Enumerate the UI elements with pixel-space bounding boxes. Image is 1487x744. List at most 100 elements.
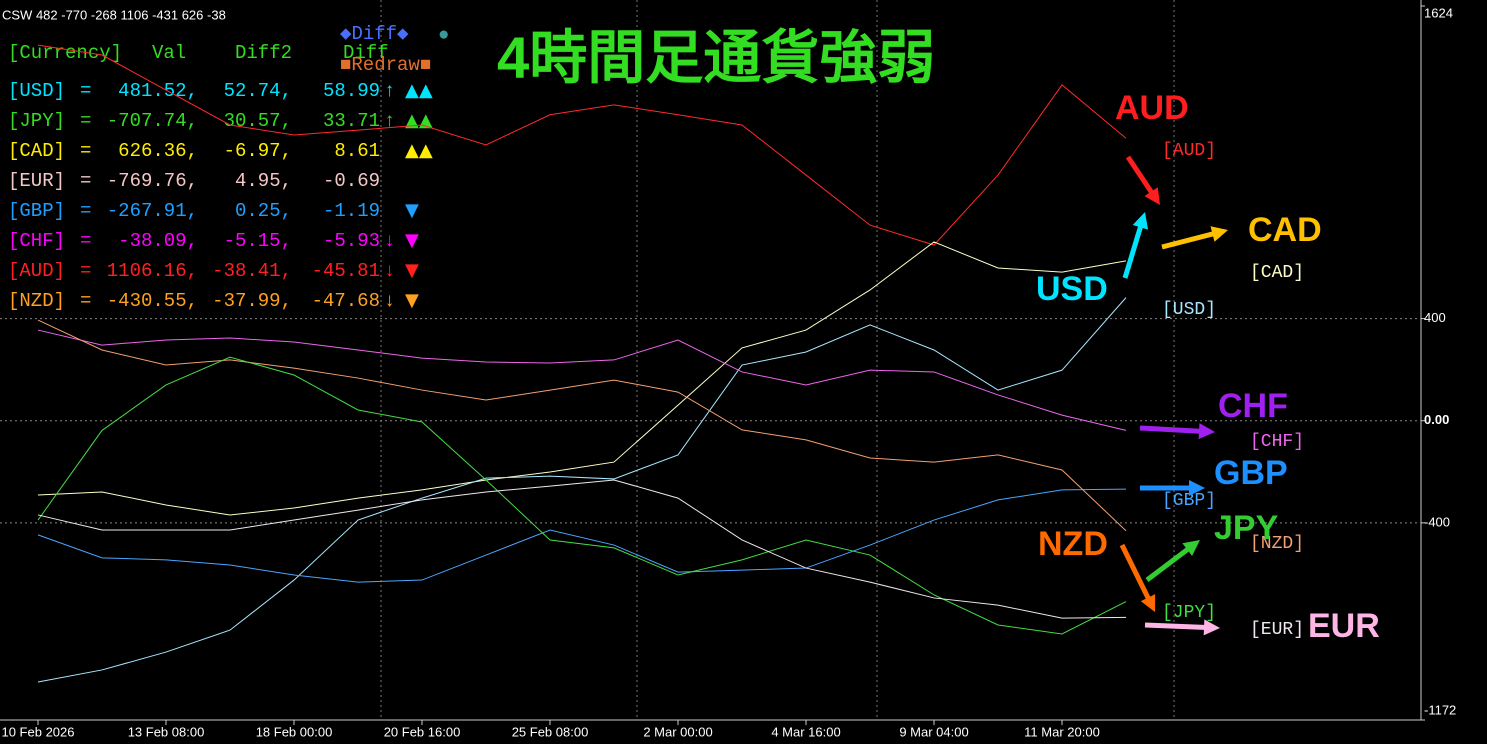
annotation: USD	[1036, 270, 1108, 308]
annotation-arrowhead	[1132, 212, 1149, 230]
row-diff2: -6.97,	[224, 140, 292, 162]
annotation-arrowhead	[1144, 187, 1160, 205]
y-tick-label: -400	[1424, 514, 1450, 529]
row-diff2: -38.41,	[212, 260, 292, 282]
table-header: Val	[152, 42, 186, 64]
row-name: [USD]	[8, 80, 65, 102]
redraw-button[interactable]: ■Redraw■	[340, 54, 431, 76]
row-eq: =	[80, 110, 91, 132]
row-val: -267.91,	[107, 200, 198, 222]
series-line	[37, 241, 1127, 516]
annotation: NZD	[1038, 525, 1108, 563]
x-tick-label: 2 Mar 00:00	[643, 724, 712, 739]
annotation-arrowhead	[1203, 619, 1220, 636]
series-line	[37, 356, 1127, 635]
row-val: -707.74,	[107, 110, 198, 132]
row-diff2: -5.15,	[224, 230, 292, 252]
x-tick-label: 10 Feb 2026	[1, 724, 74, 739]
series-line	[37, 488, 1127, 583]
annotation: CAD	[1248, 211, 1322, 249]
table-header: Diff	[343, 42, 389, 64]
row-diff: 8.61	[334, 140, 380, 162]
row-arrow: ↓	[384, 260, 395, 282]
row-eq: =	[80, 230, 91, 252]
row-arrow: ↑	[384, 110, 395, 132]
row-val: 1106.16,	[107, 260, 198, 282]
row-signal: ▼	[405, 200, 419, 221]
row-diff: 58.99	[323, 80, 380, 102]
x-tick-label: 9 Mar 04:00	[899, 724, 968, 739]
x-tick-label: 18 Feb 00:00	[256, 724, 333, 739]
y-tick-label: 1624	[1424, 5, 1453, 20]
annotation: EUR	[1308, 607, 1380, 645]
vertical-grid	[380, 0, 1175, 720]
annotation-arrowhead	[1189, 480, 1205, 496]
row-arrow: ↓	[384, 290, 395, 312]
x-tick-label: 11 Mar 20:00	[1024, 724, 1100, 739]
row-signal: ▲▲	[405, 80, 433, 101]
annotation-arrow	[1125, 155, 1155, 196]
annotation-arrow	[1139, 425, 1203, 434]
row-signal: ▲▲	[405, 110, 433, 131]
row-name: [JPY]	[8, 110, 65, 132]
diff-button[interactable]: ◆Diff◆	[340, 23, 409, 45]
row-eq: =	[80, 260, 91, 282]
table-header: Diff2	[235, 42, 292, 64]
row-diff: -47.68	[312, 290, 380, 312]
row-eq: =	[80, 80, 91, 102]
series-label: [JPY]	[1162, 603, 1216, 623]
y-tick-label: 400	[1424, 310, 1446, 325]
x-tick-label: 4 Mar 16:00	[771, 724, 840, 739]
row-val: -430.55,	[107, 290, 198, 312]
row-diff: -0.69	[323, 170, 380, 192]
annotation-arrow	[1119, 543, 1152, 602]
row-diff: -1.19	[323, 200, 380, 222]
annotation-arrow	[1144, 622, 1208, 630]
x-tick-label: 25 Feb 08:00	[512, 724, 589, 739]
row-signal: ▼	[405, 290, 419, 311]
chart-title: 4時間足通貨強弱	[497, 25, 935, 90]
row-diff: 33.71	[323, 110, 380, 132]
series-label: [NZD]	[1250, 534, 1304, 554]
table-header: [Currency]	[8, 42, 122, 64]
series-line	[37, 329, 1127, 431]
annotation: AUD	[1115, 89, 1189, 127]
row-signal: ▼	[405, 230, 419, 251]
annotation-arrowhead	[1140, 594, 1156, 612]
annotation: GBP	[1214, 454, 1288, 492]
row-diff2: 52.74,	[224, 80, 292, 102]
row-diff: -45.81	[312, 260, 380, 282]
row-name: [CHF]	[8, 230, 65, 252]
annotation-arrow	[1145, 545, 1192, 582]
row-diff2: 0.25,	[235, 200, 292, 222]
row-eq: =	[80, 290, 91, 312]
y-tick-label: -1172	[1424, 702, 1456, 717]
series-line	[37, 297, 1127, 683]
series-line	[37, 479, 1127, 619]
row-eq: =	[80, 200, 91, 222]
row-diff2: 30.57,	[224, 110, 292, 132]
row-val: -769.76,	[107, 170, 198, 192]
row-val: 481.52,	[118, 80, 198, 102]
header: CSW 482 -770 -268 1106 -431 626 -38	[2, 7, 226, 22]
row-signal: ▲▲	[405, 140, 433, 161]
series-label: [CAD]	[1250, 263, 1304, 283]
annotation: JPY	[1214, 509, 1279, 547]
x-tick-label: 20 Feb 16:00	[384, 724, 461, 739]
series-label: [GBP]	[1162, 491, 1216, 511]
annotation-arrowhead	[1182, 540, 1200, 557]
row-val: 626.36,	[118, 140, 198, 162]
annotation-arrowhead	[1210, 226, 1228, 242]
series-line	[37, 319, 1127, 532]
row-name: [GBP]	[8, 200, 65, 222]
y-tick-label: 0.00	[1424, 412, 1449, 427]
row-diff2: -37.99,	[212, 290, 292, 312]
row-val: -38.09,	[118, 230, 198, 252]
series-label: [CHF]	[1250, 432, 1304, 452]
annotation-arrowhead	[1198, 423, 1215, 440]
series-label: [AUD]	[1162, 141, 1216, 161]
row-name: [CAD]	[8, 140, 65, 162]
dot-button[interactable]: ●	[438, 24, 449, 46]
row-name: [NZD]	[8, 290, 65, 312]
